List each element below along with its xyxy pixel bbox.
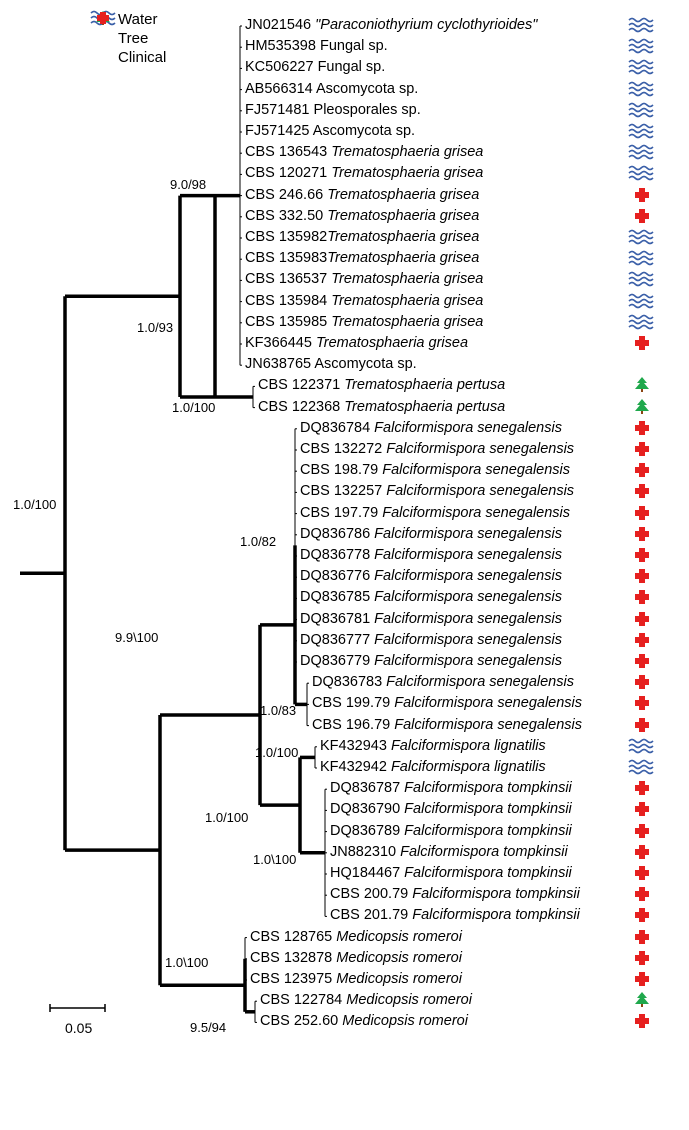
taxon-row: CBS 123975 Medicopsis romeroi bbox=[250, 972, 462, 987]
taxon-row: FJ571481 Pleosporales sp. bbox=[245, 103, 421, 118]
taxon-row: JN021546 "Paraconiothyrium cyclothyrioid… bbox=[245, 18, 537, 33]
taxon-row: CBS 132878 Medicopsis romeroi bbox=[250, 951, 462, 966]
scale-label: 0.05 bbox=[65, 1020, 92, 1036]
support-value: 1.0/100 bbox=[205, 810, 248, 825]
support-value: 1.0/82 bbox=[240, 534, 276, 549]
taxon-row: DQ836790 Falciformispora tompkinsii bbox=[330, 802, 572, 817]
taxon-row: CBS 135982Trematosphaeria grisea bbox=[245, 230, 479, 245]
taxon-row: CBS 122371 Trematosphaeria pertusa bbox=[258, 378, 505, 393]
taxon-row: CBS 201.79 Falciformispora tompkinsii bbox=[330, 908, 580, 923]
taxon-row: CBS 135985 Trematosphaeria grisea bbox=[245, 315, 483, 330]
taxon-row: DQ836786 Falciformispora senegalensis bbox=[300, 527, 562, 542]
taxon-row: FJ571425 Ascomycota sp. bbox=[245, 124, 415, 139]
taxon-row: CBS 136537 Trematosphaeria grisea bbox=[245, 272, 483, 287]
taxon-row: HM535398 Fungal sp. bbox=[245, 39, 388, 54]
support-value: 1.0/100 bbox=[255, 745, 298, 760]
taxon-row: KF432943 Falciformispora lignatilis bbox=[320, 739, 546, 754]
taxon-row: DQ836776 Falciformispora senegalensis bbox=[300, 569, 562, 584]
support-value: 9.0/98 bbox=[170, 177, 206, 192]
support-value: 1.0/100 bbox=[172, 400, 215, 415]
support-value: 1.0/100 bbox=[13, 497, 56, 512]
taxon-row: DQ836789 Falciformispora tompkinsii bbox=[330, 824, 572, 839]
taxon-row: JN882310 Falciformispora tompkinsii bbox=[330, 845, 568, 860]
support-value: 9.9\100 bbox=[115, 630, 158, 645]
support-value: 1.0/83 bbox=[260, 703, 296, 718]
taxon-row: CBS 332.50 Trematosphaeria grisea bbox=[245, 209, 479, 224]
taxon-row: CBS 197.79 Falciformispora senegalensis bbox=[300, 506, 570, 521]
support-value: 9.5/94 bbox=[190, 1020, 226, 1035]
taxon-row: CBS 135984 Trematosphaeria grisea bbox=[245, 294, 483, 309]
taxon-row: CBS 246.66 Trematosphaeria grisea bbox=[245, 188, 479, 203]
taxon-row: CBS 128765 Medicopsis romeroi bbox=[250, 930, 462, 945]
taxon-row: CBS 120271 Trematosphaeria grisea bbox=[245, 166, 483, 181]
taxon-row: CBS 252.60 Medicopsis romeroi bbox=[260, 1014, 468, 1029]
taxon-row: CBS 136543 Trematosphaeria grisea bbox=[245, 145, 483, 160]
taxon-row: CBS 132272 Falciformispora senegalensis bbox=[300, 442, 574, 457]
taxon-row: DQ836781 Falciformispora senegalensis bbox=[300, 612, 562, 627]
taxon-row: CBS 199.79 Falciformispora senegalensis bbox=[312, 696, 582, 711]
support-value: 1.0\100 bbox=[253, 852, 296, 867]
support-value: 1.0\100 bbox=[165, 955, 208, 970]
taxon-row: KC506227 Fungal sp. bbox=[245, 60, 385, 75]
taxon-row: CBS 135983Trematosphaeria grisea bbox=[245, 251, 479, 266]
taxon-row: JN638765 Ascomycota sp. bbox=[245, 357, 417, 372]
taxon-row: AB566314 Ascomycota sp. bbox=[245, 82, 418, 97]
taxon-row: DQ836785 Falciformispora senegalensis bbox=[300, 590, 562, 605]
taxon-row: CBS 122368 Trematosphaeria pertusa bbox=[258, 400, 505, 415]
taxon-row: DQ836777 Falciformispora senegalensis bbox=[300, 633, 562, 648]
taxon-row: DQ836787 Falciformispora tompkinsii bbox=[330, 781, 572, 796]
taxon-row: CBS 132257 Falciformispora senegalensis bbox=[300, 484, 574, 499]
taxon-row: KF432942 Falciformispora lignatilis bbox=[320, 760, 546, 775]
taxon-row: CBS 200.79 Falciformispora tompkinsii bbox=[330, 887, 580, 902]
taxon-row: CBS 122784 Medicopsis romeroi bbox=[260, 993, 472, 1008]
support-value: 1.0/93 bbox=[137, 320, 173, 335]
taxon-row: DQ836783 Falciformispora senegalensis bbox=[312, 675, 574, 690]
taxon-row: DQ836778 Falciformispora senegalensis bbox=[300, 548, 562, 563]
taxon-row: KF366445 Trematosphaeria grisea bbox=[245, 336, 468, 351]
taxon-row: CBS 198.79 Falciformispora senegalensis bbox=[300, 463, 570, 478]
phylo-figure: Water Tree Clinical JN021546 "Paraconio bbox=[10, 10, 679, 1120]
taxon-row: DQ836779 Falciformispora senegalensis bbox=[300, 654, 562, 669]
taxon-row: DQ836784 Falciformispora senegalensis bbox=[300, 421, 562, 436]
taxon-row: HQ184467 Falciformispora tompkinsii bbox=[330, 866, 572, 881]
taxon-row: CBS 196.79 Falciformispora senegalensis bbox=[312, 718, 582, 733]
